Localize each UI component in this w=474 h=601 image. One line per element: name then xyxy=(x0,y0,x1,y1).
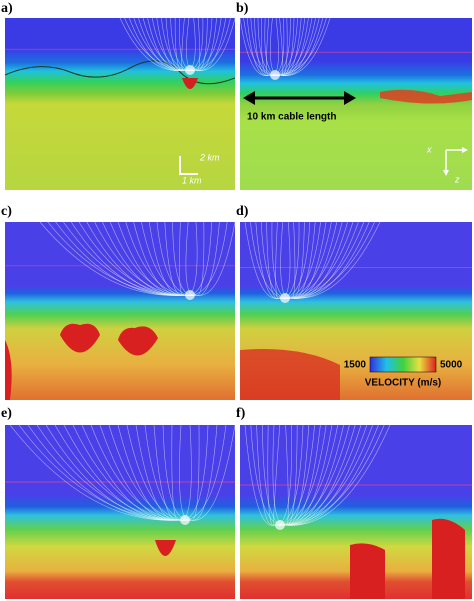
axis-label: z xyxy=(454,174,460,184)
panel xyxy=(240,18,472,190)
ray-path xyxy=(135,425,180,521)
axis-indicator xyxy=(445,149,464,172)
colorbar-min: 1500 xyxy=(344,360,367,371)
colorbar-max: 5000 xyxy=(440,360,463,371)
ray-path xyxy=(255,222,280,299)
arrow-head xyxy=(443,147,468,176)
cable-label: 10 km cable length xyxy=(247,112,336,123)
ray-path xyxy=(164,222,185,296)
ray-path xyxy=(244,425,275,526)
ray-path xyxy=(267,425,275,526)
ray-focus xyxy=(185,290,195,300)
velocity-image xyxy=(240,18,472,190)
panel-label: a) xyxy=(1,1,13,16)
ray-path xyxy=(148,222,185,296)
panel-label: b) xyxy=(236,1,249,16)
salt-body xyxy=(432,518,465,599)
ray-path xyxy=(285,425,391,526)
ray-focus xyxy=(180,515,190,525)
ray-path xyxy=(171,425,180,521)
panel-label: e) xyxy=(1,406,12,421)
scale-bar xyxy=(179,156,198,175)
ray-path xyxy=(273,425,385,526)
ray-path xyxy=(153,425,180,521)
ray-path xyxy=(290,222,381,299)
salt-body xyxy=(350,543,385,599)
ray-path xyxy=(190,425,218,521)
velocity-image xyxy=(5,222,235,400)
ray-path xyxy=(266,18,270,76)
ray-path xyxy=(275,222,280,299)
arrow-head xyxy=(243,91,356,105)
panel xyxy=(5,18,235,190)
scale-label: 1 km xyxy=(182,175,202,185)
ray-path xyxy=(273,425,281,526)
salt-body xyxy=(118,326,158,356)
ray-path xyxy=(195,18,235,71)
ray-path xyxy=(280,18,331,76)
panel xyxy=(5,222,235,400)
ray-path xyxy=(266,222,280,299)
ray-path xyxy=(117,425,180,521)
salt-body xyxy=(182,78,198,89)
salt-body xyxy=(380,89,472,104)
colorbar xyxy=(369,356,437,373)
ray-path xyxy=(179,222,185,296)
axis-label: x xyxy=(426,144,432,154)
salt-body xyxy=(155,540,176,556)
ray-path xyxy=(190,425,235,521)
scale-label: 2 km xyxy=(199,152,220,162)
panel xyxy=(240,425,472,599)
salt-body xyxy=(240,349,340,400)
panel xyxy=(240,222,472,400)
salt-body xyxy=(60,323,100,353)
ray-path xyxy=(181,18,185,71)
salt-body xyxy=(5,340,12,400)
ray-focus xyxy=(280,293,290,303)
panel-label: d) xyxy=(236,204,249,219)
colorbar-title: VELOCITY (m/s) xyxy=(365,378,442,389)
velocity-image xyxy=(5,18,235,190)
panel-label: c) xyxy=(1,204,12,219)
ray-path xyxy=(190,425,200,521)
panel xyxy=(5,425,235,599)
ray-focus xyxy=(275,520,285,530)
ray-path xyxy=(256,425,275,526)
ray-path xyxy=(195,222,235,296)
panel-label: f) xyxy=(236,406,246,421)
ray-focus xyxy=(270,70,280,80)
ray-focus xyxy=(185,65,195,75)
